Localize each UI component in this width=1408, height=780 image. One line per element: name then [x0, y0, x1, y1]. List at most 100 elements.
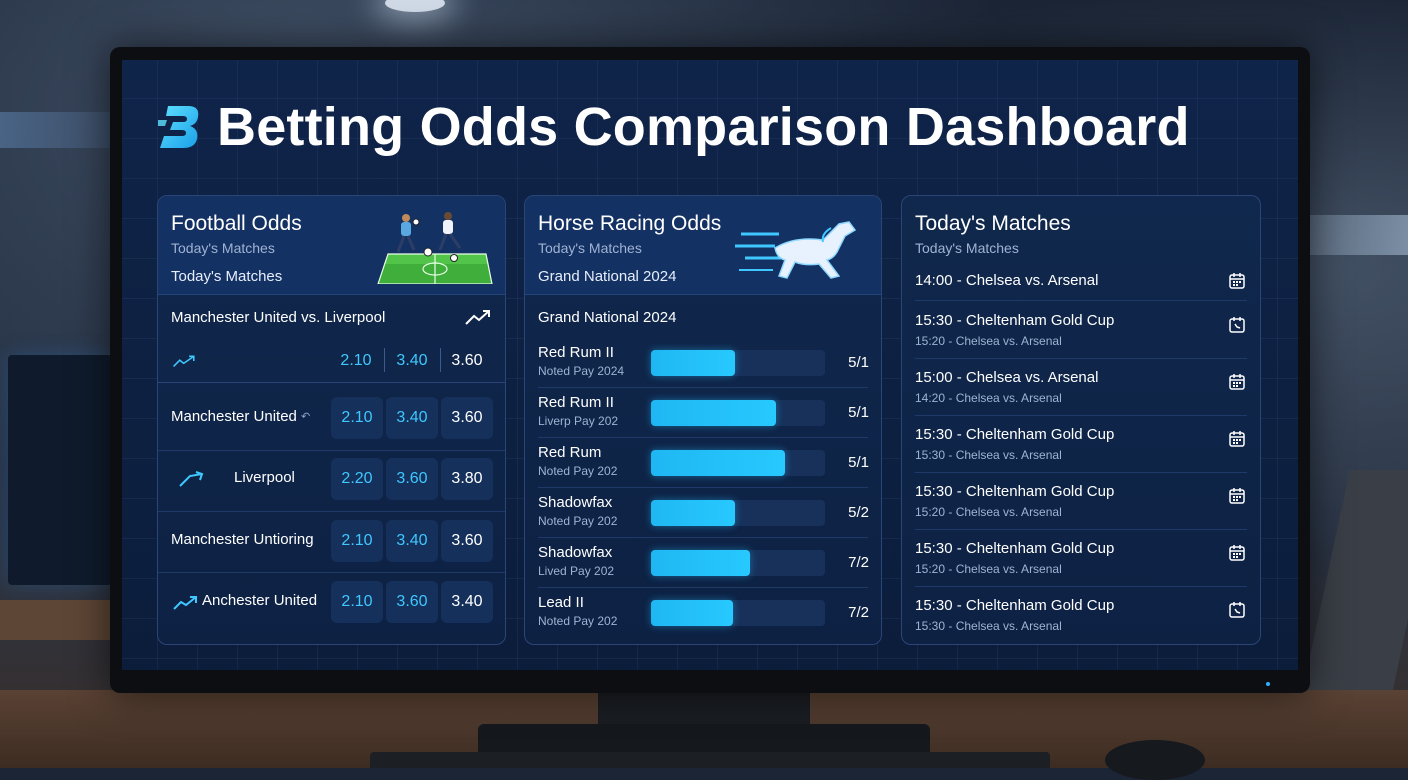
match-title: 15:30 - Cheltenham Gold Cup: [915, 483, 1115, 500]
runner-odds-bar: [651, 400, 777, 426]
matches-panel-subtitle: Today's Matches: [915, 240, 1019, 256]
window-light-right: [1308, 215, 1408, 255]
runner-row[interactable]: Red Rum II Liverp Pay 202 5/1: [525, 390, 881, 438]
row-divider: [915, 358, 1247, 359]
odds-cell-draw[interactable]: 3.60: [386, 458, 438, 500]
horse-panel-header: Horse Racing Odds Today's Matches Grand …: [525, 196, 881, 295]
featured-odds-draw[interactable]: 3.40: [396, 352, 428, 369]
odds-separator: [384, 348, 385, 372]
row-divider: [915, 529, 1247, 530]
runner-odds-bar: [651, 500, 735, 526]
runner-name: Lead II: [538, 594, 584, 611]
runner-row[interactable]: Shadowfax Noted Pay 202 5/2: [525, 490, 881, 538]
horse-panel-title: Horse Racing Odds: [538, 212, 722, 235]
background-monitor: [8, 355, 112, 585]
odds-cell-draw[interactable]: 3.60: [386, 581, 438, 623]
runner-odds-bar-track: [651, 500, 825, 526]
calendar-icon: [1229, 374, 1245, 390]
odds-cell-home[interactable]: 2.10: [331, 397, 383, 439]
odds-cell-draw[interactable]: 3.40: [386, 520, 438, 562]
match-item[interactable]: 15:30 - Cheltenham Gold Cup 15:20 - Chel…: [902, 530, 1260, 587]
row-divider: [915, 472, 1247, 473]
match-subtitle: 15:30 - Chelsea vs. Arsenal: [915, 619, 1062, 633]
runner-name: Red Rum II: [538, 344, 614, 361]
odds-cell-draw[interactable]: 3.40: [386, 397, 438, 439]
odds-cell-away[interactable]: 3.80: [441, 458, 493, 500]
mouse: [1105, 740, 1205, 780]
match-subtitle: 15:30 - Chelsea vs. Arsenal: [915, 448, 1062, 462]
football-panel-header: Football Odds Today's Matches Today's Ma…: [158, 196, 505, 295]
football-team-name: Anchester United: [202, 592, 318, 609]
match-title: 15:30 - Cheltenham Gold Cup: [915, 312, 1115, 329]
calendar-icon: [1229, 488, 1245, 504]
racing-horse-icon: [735, 221, 857, 279]
football-players-icon: [377, 212, 493, 284]
horse-panel-subtitle-secondary: Grand National 2024: [538, 268, 677, 285]
runner-note: Noted Pay 202: [538, 614, 618, 628]
match-item[interactable]: 15:30 - Cheltenham Gold Cup 15:20 - Chel…: [902, 302, 1260, 359]
horse-racing-odds-panel: Horse Racing Odds Today's Matches Grand …: [524, 195, 882, 645]
runner-odds: 5/1: [848, 454, 869, 471]
runner-name: Shadowfax: [538, 494, 613, 511]
runner-odds: 5/1: [848, 404, 869, 421]
featured-match-label: Manchester United vs. Liverpool: [171, 309, 386, 326]
row-divider: [915, 415, 1247, 416]
match-title: 15:30 - Cheltenham Gold Cup: [915, 540, 1115, 557]
runner-row[interactable]: Red Rum Noted Pay 202 5/1: [525, 440, 881, 488]
runner-row[interactable]: Red Rum II Noted Pay 2024 5/1: [525, 340, 881, 388]
b-logo-icon: [158, 106, 199, 148]
trend-up-icon: [173, 355, 195, 367]
runner-row[interactable]: Lead II Noted Pay 202 7/2: [525, 590, 881, 638]
football-row: Anchester United 2.10 3.60 3.40: [158, 578, 505, 626]
keyboard: [370, 752, 1050, 768]
calendar-icon: [1229, 545, 1245, 561]
football-row: Manchester United ↶ 2.10 3.40 3.60: [158, 394, 505, 442]
match-item[interactable]: 15:00 - Chelsea vs. Arsenal 14:20 - Chel…: [902, 359, 1260, 416]
featured-odds-away[interactable]: 3.60: [451, 352, 483, 369]
clock-calendar-icon: [1229, 602, 1245, 618]
runner-odds-bar-track: [651, 550, 825, 576]
odds-cell-away[interactable]: 3.60: [441, 397, 493, 439]
runner-name: Red Rum II: [538, 394, 614, 411]
match-item[interactable]: 15:30 - Cheltenham Gold Cup 15:20 - Chel…: [902, 473, 1260, 530]
match-item[interactable]: 14:00 - Chelsea vs. Arsenal: [902, 258, 1260, 301]
clock-calendar-icon: [1229, 317, 1245, 333]
runner-odds-bar-track: [651, 600, 825, 626]
runner-odds-bar: [651, 600, 733, 626]
football-panel-subtitle: Today's Matches: [171, 240, 275, 256]
odds-cell-away[interactable]: 3.40: [441, 581, 493, 623]
odds-cell-away[interactable]: 3.60: [441, 520, 493, 562]
match-title: 14:00 - Chelsea vs. Arsenal: [915, 272, 1099, 289]
row-divider: [158, 511, 505, 512]
football-row: Manchester Untioring 2.10 3.40 3.60: [158, 517, 505, 565]
odds-separator: [440, 348, 441, 372]
ceiling-light: [385, 0, 445, 12]
runner-row[interactable]: Shadowfax Lived Pay 202 7/2: [525, 540, 881, 588]
football-team-name: Liverpool: [234, 469, 295, 486]
football-team-name: Manchester Untioring: [171, 531, 314, 548]
runner-name: Red Rum: [538, 444, 602, 461]
matches-panel-title: Today's Matches: [915, 212, 1071, 235]
featured-odds-home[interactable]: 2.10: [340, 352, 372, 369]
odds-cell-home[interactable]: 2.10: [331, 581, 383, 623]
runner-odds: 5/2: [848, 504, 869, 521]
match-title: 15:00 - Chelsea vs. Arsenal: [915, 369, 1099, 386]
runner-odds-bar: [651, 450, 785, 476]
match-title: 15:30 - Cheltenham Gold Cup: [915, 597, 1115, 614]
runner-odds-bar: [651, 350, 735, 376]
dashboard-screen: Betting Odds Comparison Dashboard Footba…: [122, 60, 1298, 670]
trend-up-icon: [173, 596, 197, 610]
row-divider: [158, 572, 505, 573]
odds-cell-home[interactable]: 2.10: [331, 520, 383, 562]
odds-cell-home[interactable]: 2.20: [331, 458, 383, 500]
row-divider: [538, 487, 868, 488]
match-item[interactable]: 15:30 - Cheltenham Gold Cup 15:30 - Chel…: [902, 587, 1260, 644]
trend-up-icon: [179, 471, 204, 487]
runner-note: Liverp Pay 202: [538, 414, 619, 428]
match-item[interactable]: 15:30 - Cheltenham Gold Cup 15:30 - Chel…: [902, 416, 1260, 473]
runner-odds-bar-track: [651, 350, 825, 376]
row-divider: [538, 537, 868, 538]
horse-panel-subtitle: Today's Matches: [538, 240, 642, 256]
background-desk: [0, 600, 112, 640]
runner-odds: 7/2: [848, 554, 869, 571]
